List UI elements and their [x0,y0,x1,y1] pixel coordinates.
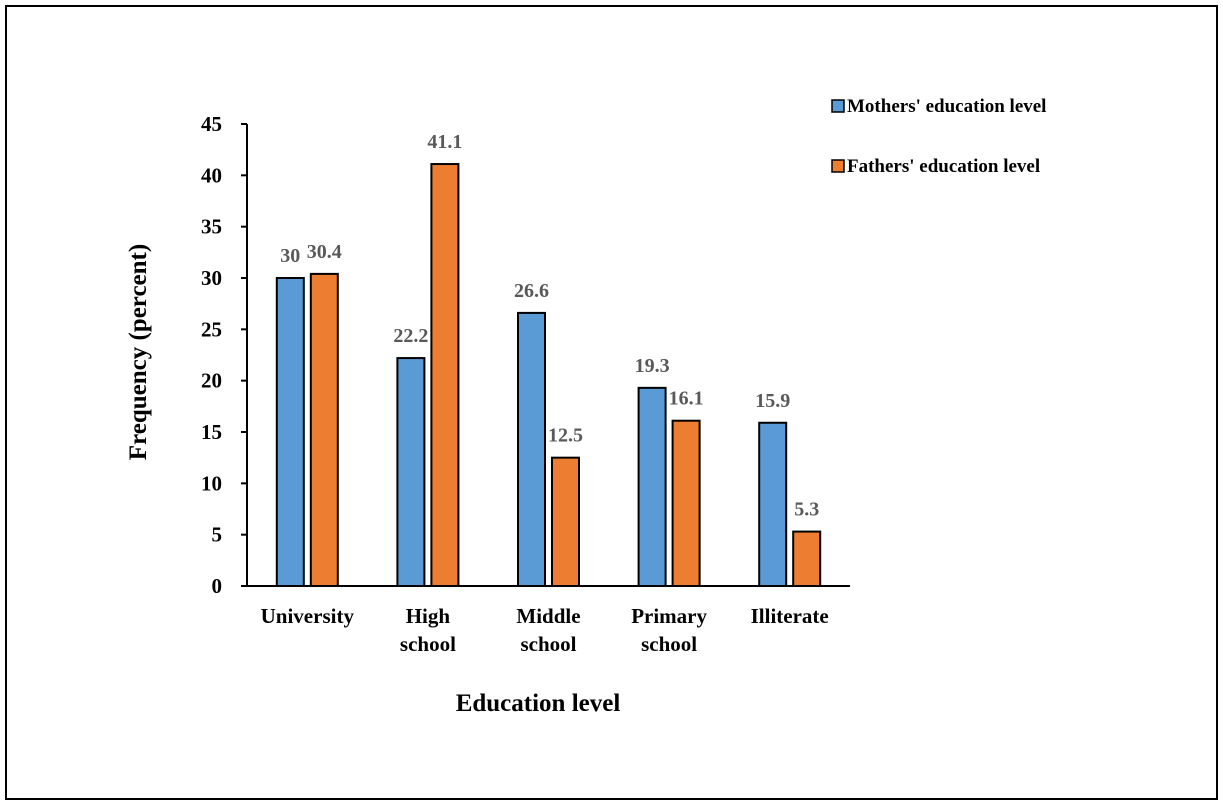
x-category-label: University [261,604,355,628]
x-category-label: Middle [516,604,580,628]
x-category-label: Primary [631,604,707,628]
bar-mothers [396,357,426,587]
legend-swatch [831,99,845,113]
y-tick-label: 0 [212,574,223,598]
data-label: 5.3 [794,499,819,521]
bar-mothers [275,277,305,587]
legend-swatch [831,159,845,173]
y-tick-label: 5 [212,523,223,547]
y-tick-label: 10 [201,471,222,495]
bar-fathers [309,272,339,587]
legend: Mothers' education level Fathers' educati… [831,96,1046,177]
data-labels-group: 30 30.4 22.2 41.1 26.6 12.5 19.3 16.1 15.9 5.3 [280,131,819,521]
data-label: 19.3 [635,355,670,377]
y-axis-ticks: 0 5 10 15 20 25 30 35 40 45 [201,112,247,598]
data-label: 15.9 [755,390,790,412]
x-category-label: school [641,632,697,656]
data-label: 16.1 [669,388,704,410]
chart-frame [5,5,1218,800]
data-label: 22.2 [393,325,428,347]
x-category-label: school [400,632,456,656]
y-tick-label: 25 [201,317,222,341]
y-tick-label: 30 [201,266,222,290]
data-label: 30 [280,245,300,267]
y-tick-label: 45 [201,112,222,136]
y-tick-label: 15 [201,420,222,444]
x-category-label: Illiterate [751,604,829,628]
bar-mothers [517,311,546,587]
y-tick-label: 35 [201,215,222,239]
data-label: 30.4 [307,241,342,263]
y-axis-title: Frequency (percent) [125,244,152,460]
y-tick-label: 40 [201,163,222,187]
bar-mothers [758,421,788,588]
bar-fathers [551,456,580,587]
x-axis-categories: University High school Middle school Primary s… [261,604,829,656]
legend-label: Mothers' education level [847,96,1046,117]
bar-fathers [430,163,460,587]
x-category-label: High [406,604,451,628]
data-label: 12.5 [548,425,583,447]
data-label: 26.6 [514,280,549,302]
y-tick-label: 20 [201,369,222,393]
bar-mothers [637,386,667,587]
x-axis-title: Education level [456,690,621,717]
legend-label: Fathers' education level [847,156,1040,177]
x-category-label: school [520,632,576,656]
data-label: 41.1 [427,131,462,153]
bars-group [275,163,822,588]
bar-fathers [671,419,701,587]
bar-fathers [792,530,822,588]
